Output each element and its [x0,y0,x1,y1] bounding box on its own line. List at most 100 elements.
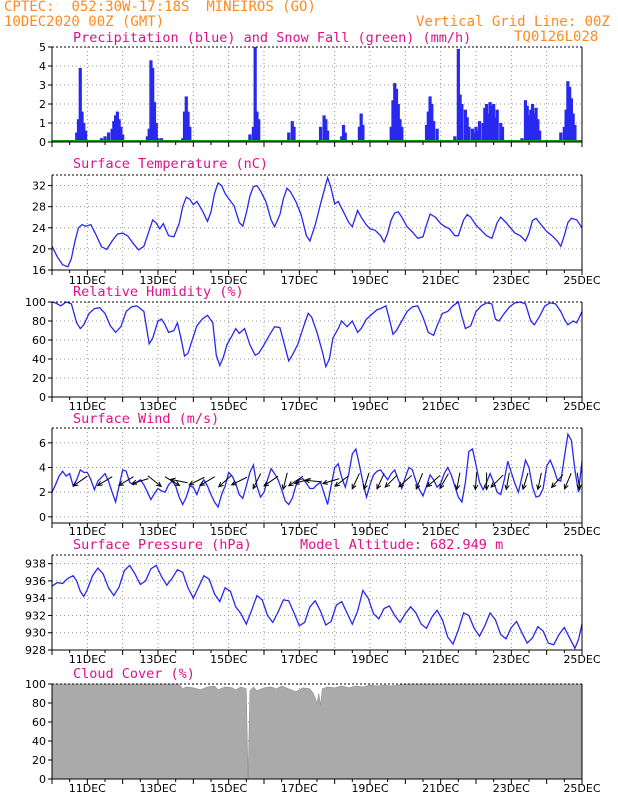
precip-bar [483,107,487,142]
wind-arrow-shaft [439,473,449,489]
x-tick-label: 21DEC [422,525,459,538]
precip-bar [453,136,457,142]
precip-bar [114,115,118,142]
x-tick-label: 13DEC [139,525,176,538]
x-tick-label: 23DEC [493,274,530,287]
precip-bar [83,130,88,142]
y-tick-label: 0 [39,391,46,404]
wind-arrow-head [376,483,382,490]
wind-arrow [147,475,163,488]
precip-bar [571,113,575,142]
wind-arrow-shaft [170,478,188,484]
wind-arrow [263,475,279,487]
x-tick-label: 23DEC [493,525,530,538]
precip-bar [393,83,397,142]
wind-arrow [169,477,188,484]
precip-bar [359,113,363,142]
precip-bar [396,104,400,142]
precip-bar [492,104,496,142]
wind-arrow-shaft [118,476,134,486]
wind-arrow [576,472,582,491]
wind-arrow-shaft [199,476,216,486]
precip-bar [322,115,326,142]
x-tick-label: 15DEC [210,525,247,538]
header-line-1: CPTEC: 052:30W-17:18S MINEIROS (GO) [4,0,316,15]
precip-bar [182,111,187,142]
y-tick-label: 40 [32,353,46,366]
y-tick-label: 20 [32,754,46,767]
header-source: CPTEC: [4,0,55,15]
pressure-series-line [51,564,583,650]
precip-bar [460,104,464,142]
wind-arrow-shaft [376,473,385,489]
precip-bar [426,111,430,142]
y-tick-label: 0 [39,136,46,149]
precip-bar [394,88,399,142]
x-tick-label: 11DEC [69,274,106,287]
precip-bar [573,124,577,142]
y-tick-label: 938 [25,558,46,571]
x-tick-label: 13DEC [139,400,176,413]
wind-arrow-shaft [522,472,529,490]
plot-area [52,302,582,397]
wind-arrow-head [293,479,300,485]
precip-bar [485,104,489,142]
precip-bar [188,126,192,142]
x-tick-label: 19DEC [351,653,388,666]
wind-arrow [504,472,510,491]
precip-bar [472,132,476,142]
precip-bar [253,47,257,142]
x-tick-label: 21DEC [422,274,459,287]
y-tick-label: 4 [39,461,46,474]
x-tick-label: 25DEC [563,400,600,413]
x-tick-label: 15DEC [210,653,247,666]
panel-pressure: 928 930 932 934 936 938 11DEC 13DEC 15DEC 17DEC 19… [25,537,601,666]
wind-arrow-head [439,483,445,490]
precip-bar [324,119,328,142]
wind-arrow-shaft [363,472,370,490]
y-tick-label: 60 [32,716,46,729]
x-tick-label: 15DEC [210,782,247,795]
precip-bar [357,126,361,142]
wind-arrow-shaft [164,476,180,486]
precip-bar [248,134,252,142]
precip-bar [525,105,529,142]
wind-arrow-head [504,484,510,491]
precip-bar [569,98,573,142]
wind-arrow [398,475,413,488]
wind-arrow-head [174,480,181,487]
precip-bar [103,136,107,142]
wind-arrow [490,474,504,488]
wind-arrow-shaft [132,478,149,484]
precip-bar [486,113,490,142]
precip-bar [490,105,494,142]
y-tick-label: 932 [25,609,46,622]
panel-title: Surface Pressure (hPa) [73,537,252,553]
y-tick-label: 20 [32,372,46,385]
wind-arrow-head [321,479,329,485]
wind-arrow-shaft [537,472,542,490]
wind-arrow [473,472,479,491]
cloud-cover-area [51,683,583,780]
wind-arrow [563,473,572,490]
chart-header: CPTEC: 052:30W-17:18S MINEIROS (GO) 10DE… [0,0,618,48]
precip-bar [110,128,114,142]
wind-arrow-head [117,480,124,487]
header-grid-note: Vertical Grid Line: 00Z [416,14,610,30]
precip-bar [532,113,536,142]
precip-bar [152,102,157,142]
wind-arrow-shaft [334,475,349,487]
wind-arrow [521,472,529,491]
x-tick-label: 17DEC [281,274,318,287]
plot-area [52,555,582,650]
precip-bar [389,126,393,142]
x-tick-label: 17DEC [281,400,318,413]
precip-bar [78,67,82,142]
y-tick-label: 28 [32,201,46,214]
wind-arrow-head [398,481,404,488]
y-tick-label: 928 [25,644,46,657]
wind-arrow-head [521,484,527,491]
x-tick-label: 19DEC [351,525,388,538]
wind-arrow-head [334,481,341,487]
x-tick-label: 19DEC [351,274,388,287]
